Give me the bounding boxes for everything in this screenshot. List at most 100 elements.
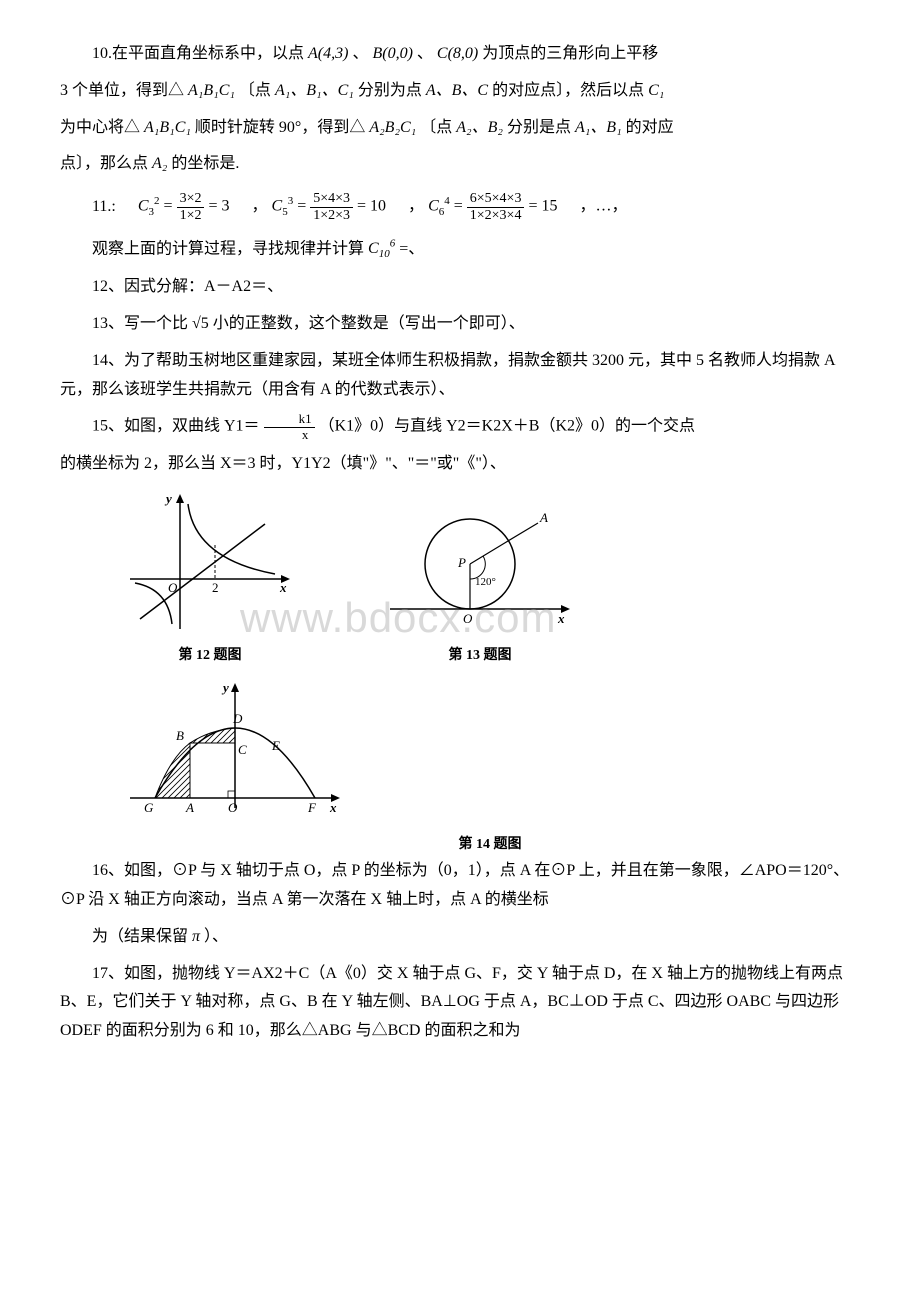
q15-fn: k1 [264,412,315,427]
fig14-G: G [144,800,154,815]
fig12-2: 2 [212,580,219,595]
figure-14: y D B C E G A O F x 第 14 题图 [120,678,860,857]
q10-ptsO: A、B、C [426,82,488,99]
q11-c1r: 2 [154,195,160,207]
q11-c1n: 3 [149,206,155,218]
q16: 16、如图，⊙P 与 X 轴切于点 O，点 P 的坐标为（0，1），点 A 在⊙… [60,857,860,915]
q15-a: 15、如图，双曲线 Y1＝ [92,418,260,435]
q11-c3r: 4 [444,195,450,207]
q16b: 为（结果保留 π ）、 [60,923,860,952]
q11-c2l: C [272,198,283,215]
q10-tri1b: A₁B₁C₁ [144,119,191,136]
q11-c1num: 3×2 [177,191,205,207]
q11-c3num: 6×5×4×3 [467,191,525,207]
q11-comma2: ， [408,198,424,215]
q11-comma1: ， [252,198,268,215]
fig13-x: x [557,611,565,626]
q10-c1: C₁ [648,82,664,99]
q11-c2v: 10 [370,198,386,215]
q10-l2b: 〔点 [239,82,271,99]
q10-line1: 10.在平面直角坐标系中，以点 A(4,3) 、 B(0,0) 、 C(8,0)… [60,40,860,69]
fig14-C: C [238,742,247,757]
q11-l2b: =、 [399,240,424,257]
q12: 12、因式分解：A－A2＝、 [60,273,860,302]
q10-l2d: 的对应点〕，然后以点 [492,82,644,99]
q10-s2: 、 [417,45,433,62]
fig14-y: y [221,680,229,695]
q11-c10l: C [368,240,379,257]
q13-a: 13、写一个比 [92,315,188,332]
q10-l3d: 分别是点 [507,119,571,136]
fig12-O: O [168,580,178,595]
figure-14-svg: y D B C E G A O F x [120,678,350,828]
fig14-x: x [329,800,337,815]
q11-equations: 11.: C32 = 3×21×2 = 3 ， C53 = 5×4×31×2×3… [92,191,860,223]
q11-l2a: 观察上面的计算过程，寻找规律并计算 [92,240,364,257]
q10-t2: 为顶点的三角形向上平移 [482,45,658,62]
q11-c10: C106 [368,240,399,257]
q10-line2: 3 个单位，得到△ A₁B₁C₁ 〔点 A₁、B₁、C₁ 分别为点 A、B、C … [60,77,860,106]
q11-c1v: 3 [222,198,230,215]
q10-line3: 为中心将△ A₁B₁C₁ 顺时针旋转 90°，得到△ A₂B₂C₁ 〔点 A₂、… [60,114,860,143]
q13-sqrt: √5 [192,315,209,332]
q10-l2a: 3 个单位，得到△ [60,82,184,99]
q10-l3a: 为中心将△ [60,119,140,136]
q16b-pi: π [192,928,200,945]
q13-b: 小的正整数，这个整数是（写出一个即可）、 [213,315,525,332]
q11-c1l: C [138,198,149,215]
q10-pts1: A₁、B₁、C₁ [275,82,354,99]
q10-l3c: 〔点 [420,119,452,136]
q10-tri1: A₁B₁C₁ [188,82,235,99]
q16b-a: 为（结果保留 [92,928,188,945]
q11-c3l: C [428,198,439,215]
q15: 15、如图，双曲线 Y1＝ k1x （K1》0）与直线 Y2＝K2X＋B（K2》… [60,412,860,442]
fig14-O: O [228,800,238,815]
q17: 17、如图，抛物线 Y＝AX2＋C（A《0）交 X 轴于点 G、F，交 Y 轴于… [60,960,860,1046]
q11-c10n: 10 [379,248,390,260]
q11-c10r: 6 [390,238,396,250]
q10-l4b: 的坐标是. [171,155,239,172]
q10-l3e: 的对应 [626,119,674,136]
q10-a2: A₂ [152,155,167,172]
q14: 14、为了帮助玉树地区重建家园，某班全体师生积极捐款，捐款金额共 3200 元，… [60,347,860,405]
q11-c3den: 1×2×3×4 [467,208,525,223]
q15-fd: x [264,428,315,442]
q13: 13、写一个比 √5 小的正整数，这个整数是（写出一个即可）、 [60,310,860,339]
q10-ptB: B(0,0) [372,45,412,62]
q11-c2den: 1×2×3 [310,208,353,223]
q10-line4: 点〕，那么点 A₂ 的坐标是. [60,150,860,179]
q10-l3b: 顺时针旋转 90°，得到△ [195,119,365,136]
q10-pts2: A₂、B₂ [456,119,503,136]
q10-ptC: C(8,0) [437,45,478,62]
q11-tail: ，…， [579,198,627,215]
q10-ptA: A(4,3) [308,45,348,62]
fig12-y: y [164,491,172,506]
q15-line2: 的横坐标为 2，那么当 X＝3 时，Y1Y2（填"》"、"＝"或"《"）、 [60,450,860,479]
fig14-B: B [176,728,184,743]
q10-pts1b: A₁、B₁ [575,119,622,136]
q11-eq1: C32 = 3×21×2 = 3 [138,191,230,223]
fig13-P: P [457,555,466,570]
q11-c1den: 1×2 [177,208,205,223]
q11-prefix: 11.: [92,193,116,222]
q11-c3v: 15 [541,198,557,215]
fig14-E: E [271,738,280,753]
q11-c2num: 5×4×3 [310,191,353,207]
fig13-A: A [539,510,548,525]
q10-s1: 、 [352,45,368,62]
q16b-b: ）、 [204,928,228,945]
q11-c2r: 3 [288,195,294,207]
q10-tri2: A₂B₂C₁ [369,119,416,136]
fig14-A: A [185,800,194,815]
q11-eq2: C53 = 5×4×31×2×3 = 10 [272,191,387,223]
q11-c2n: 5 [282,206,288,218]
q15-b: （K1》0）与直线 Y2＝K2X＋B（K2》0）的一个交点 [319,418,695,435]
fig14-caption: 第 14 题图 [120,832,860,857]
q11-c3n: 6 [439,206,445,218]
fig14-F: F [307,800,317,815]
q11-eq3: C64 = 6×5×4×31×2×3×4 = 15 [428,191,557,223]
figure-14-wrap: y D B C E G A O F x 第 14 题图 [120,678,860,857]
q10-l4: 点〕，那么点 [60,155,148,172]
q10-l2c: 分别为点 [358,82,422,99]
q11-line2: 观察上面的计算过程，寻找规律并计算 C106 =、 [60,235,860,265]
